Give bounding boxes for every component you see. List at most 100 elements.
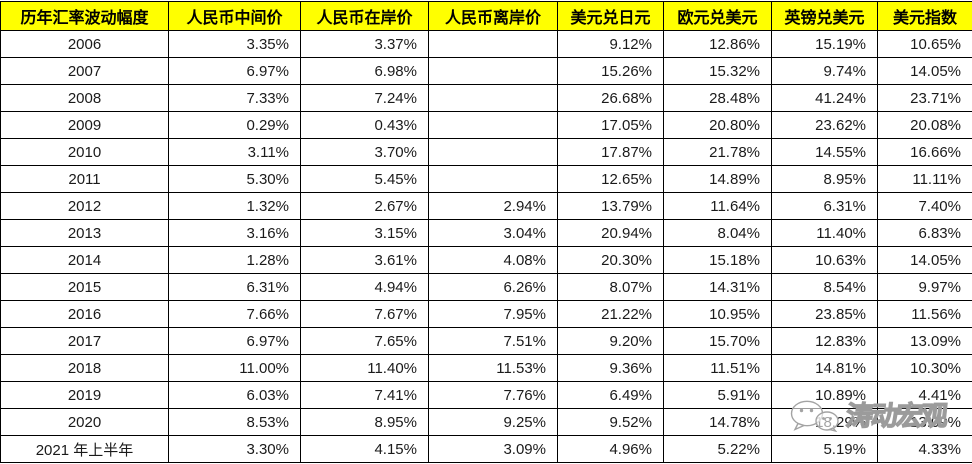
- value-cell: 9.12%: [557, 30, 664, 58]
- table-row: 2020 8.53% 8.95% 9.25% 9.52% 14.78% 18.29% 13.0…: [0, 408, 972, 436]
- value-cell: 8.04%: [663, 219, 772, 247]
- value-cell: [428, 30, 558, 58]
- value-cell: 12.83%: [771, 327, 878, 355]
- value-cell: 7.24%: [300, 84, 429, 112]
- table-row: 2009 0.29% 0.43% 17.05% 20.80% 23.62% 20.08%: [0, 111, 972, 139]
- value-cell: 8.53%: [168, 408, 301, 436]
- value-cell: 12.86%: [663, 30, 772, 58]
- year-cell: 2006: [0, 30, 169, 58]
- value-cell: 20.80%: [663, 111, 772, 139]
- value-cell: 18.29%: [771, 408, 878, 436]
- value-cell: 7.76%: [428, 381, 558, 409]
- year-cell: 2019: [0, 381, 169, 409]
- value-cell: 23.85%: [771, 300, 878, 328]
- value-cell: 6.31%: [168, 273, 301, 301]
- value-cell: 11.40%: [300, 354, 429, 382]
- value-cell: 13.09%: [877, 408, 972, 436]
- table-row: 2010 3.11% 3.70% 17.87% 21.78% 14.55% 16.66%: [0, 138, 972, 166]
- column-header-usdjpy: 美元兑日元: [557, 1, 664, 31]
- year-cell: 2012: [0, 192, 169, 220]
- value-cell: [428, 138, 558, 166]
- value-cell: 11.00%: [168, 354, 301, 382]
- value-cell: 23.71%: [877, 84, 972, 112]
- table-row: 2008 7.33% 7.24% 26.68% 28.48% 41.24% 23.71%: [0, 84, 972, 112]
- value-cell: 9.36%: [557, 354, 664, 382]
- table-row: 2019 6.03% 7.41% 7.76% 6.49% 5.91% 10.89% 4.41%: [0, 381, 972, 409]
- table-body: 2006 3.35% 3.37% 9.12% 12.86% 15.19% 10.65% 200…: [0, 30, 972, 463]
- value-cell: 3.09%: [428, 435, 558, 463]
- column-header-title: 历年汇率波动幅度: [0, 1, 169, 31]
- year-cell: 2014: [0, 246, 169, 274]
- value-cell: 9.25%: [428, 408, 558, 436]
- value-cell: 1.32%: [168, 192, 301, 220]
- value-cell: 7.67%: [300, 300, 429, 328]
- value-cell: 8.07%: [557, 273, 664, 301]
- year-cell: 2016: [0, 300, 169, 328]
- year-cell: 2020: [0, 408, 169, 436]
- value-cell: 7.51%: [428, 327, 558, 355]
- value-cell: 4.15%: [300, 435, 429, 463]
- column-header-cny-offshore: 人民币离岸价: [428, 1, 558, 31]
- year-cell: 2007: [0, 57, 169, 85]
- value-cell: 11.64%: [663, 192, 772, 220]
- table-row: 2014 1.28% 3.61% 4.08% 20.30% 15.18% 10.63% 14.…: [0, 246, 972, 274]
- table-row: 2016 7.66% 7.67% 7.95% 21.22% 10.95% 23.85% 11.…: [0, 300, 972, 328]
- value-cell: 14.81%: [771, 354, 878, 382]
- value-cell: 11.11%: [877, 165, 972, 193]
- value-cell: 6.26%: [428, 273, 558, 301]
- value-cell: 10.30%: [877, 354, 972, 382]
- table-row: 2011 5.30% 5.45% 12.65% 14.89% 8.95% 11.11%: [0, 165, 972, 193]
- value-cell: 3.16%: [168, 219, 301, 247]
- value-cell: 14.31%: [663, 273, 772, 301]
- value-cell: 1.28%: [168, 246, 301, 274]
- value-cell: 9.74%: [771, 57, 878, 85]
- value-cell: 9.52%: [557, 408, 664, 436]
- value-cell: 4.94%: [300, 273, 429, 301]
- table-row: 2013 3.16% 3.15% 3.04% 20.94% 8.04% 11.40% 6.83…: [0, 219, 972, 247]
- value-cell: 17.87%: [557, 138, 664, 166]
- value-cell: 4.08%: [428, 246, 558, 274]
- year-cell: 2017: [0, 327, 169, 355]
- year-cell: 2013: [0, 219, 169, 247]
- table-row: 2015 6.31% 4.94% 6.26% 8.07% 14.31% 8.54% 9.97%: [0, 273, 972, 301]
- column-header-cny-midpoint: 人民币中间价: [168, 1, 301, 31]
- value-cell: 15.70%: [663, 327, 772, 355]
- value-cell: 8.54%: [771, 273, 878, 301]
- value-cell: 20.94%: [557, 219, 664, 247]
- value-cell: 15.32%: [663, 57, 772, 85]
- value-cell: 6.97%: [168, 57, 301, 85]
- value-cell: [428, 111, 558, 139]
- value-cell: 6.31%: [771, 192, 878, 220]
- value-cell: 3.70%: [300, 138, 429, 166]
- value-cell: 15.18%: [663, 246, 772, 274]
- value-cell: 7.40%: [877, 192, 972, 220]
- table-row: 2017 6.97% 7.65% 7.51% 9.20% 15.70% 12.83% 13.0…: [0, 327, 972, 355]
- value-cell: 6.98%: [300, 57, 429, 85]
- value-cell: 15.19%: [771, 30, 878, 58]
- value-cell: 7.33%: [168, 84, 301, 112]
- year-cell: 2008: [0, 84, 169, 112]
- year-cell: 2015: [0, 273, 169, 301]
- value-cell: 3.61%: [300, 246, 429, 274]
- value-cell: 20.30%: [557, 246, 664, 274]
- table-row: 2006 3.35% 3.37% 9.12% 12.86% 15.19% 10.65%: [0, 30, 972, 58]
- value-cell: 3.15%: [300, 219, 429, 247]
- value-cell: 8.95%: [771, 165, 878, 193]
- value-cell: 7.41%: [300, 381, 429, 409]
- column-header-gbpusd: 英镑兑美元: [771, 1, 878, 31]
- value-cell: 23.62%: [771, 111, 878, 139]
- value-cell: 11.53%: [428, 354, 558, 382]
- value-cell: 10.95%: [663, 300, 772, 328]
- column-header-usd-index: 美元指数: [877, 1, 972, 31]
- value-cell: 2.67%: [300, 192, 429, 220]
- value-cell: 2.94%: [428, 192, 558, 220]
- value-cell: 16.66%: [877, 138, 972, 166]
- value-cell: 10.63%: [771, 246, 878, 274]
- year-cell: 2009: [0, 111, 169, 139]
- value-cell: 3.37%: [300, 30, 429, 58]
- value-cell: 3.35%: [168, 30, 301, 58]
- value-cell: 13.79%: [557, 192, 664, 220]
- value-cell: 14.05%: [877, 57, 972, 85]
- value-cell: 14.89%: [663, 165, 772, 193]
